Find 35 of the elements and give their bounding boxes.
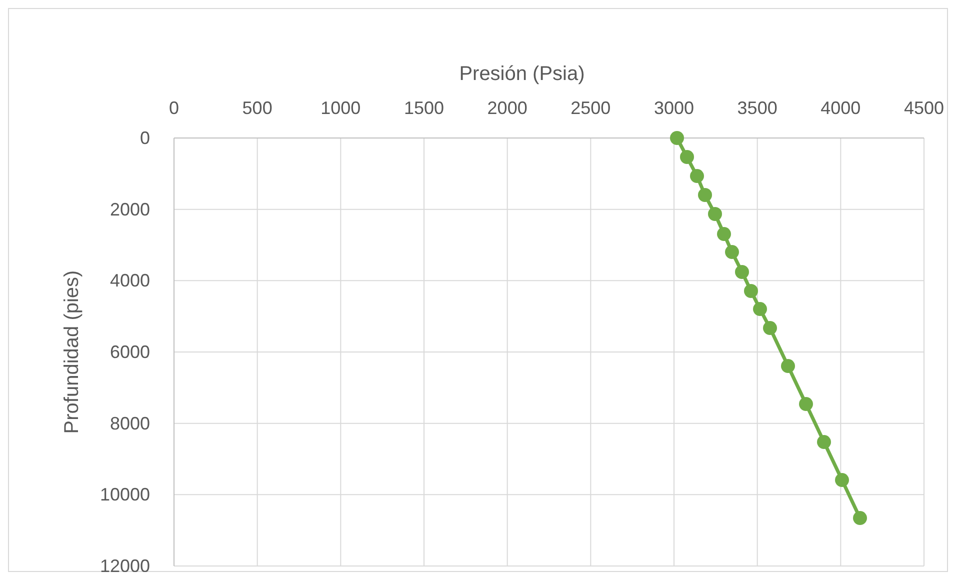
point	[753, 302, 767, 316]
x-axis-title: Presión (Psia)	[459, 63, 585, 85]
x-tick-label: 1500	[404, 98, 444, 118]
x-tick-label: 2500	[570, 98, 611, 118]
x-tick-label: 500	[242, 98, 272, 118]
point	[853, 511, 867, 526]
x-tick-label: 2000	[487, 98, 528, 118]
point	[708, 207, 722, 222]
y-axis-title: Profundidad (pies)	[61, 270, 83, 434]
x-tick-label: 0	[168, 98, 180, 118]
y-tick-label: 8000	[110, 413, 150, 434]
x-tick-label: 4500	[904, 98, 944, 118]
point	[744, 284, 758, 298]
point	[680, 150, 694, 164]
y-tick-label: 4000	[110, 270, 150, 291]
y-tick-label: 10000	[100, 484, 150, 505]
point	[799, 397, 813, 412]
y-tick-label: 2000	[110, 199, 150, 220]
point	[725, 245, 739, 260]
point	[690, 169, 704, 184]
point	[698, 188, 712, 202]
x-tick-label: 1000	[320, 98, 361, 118]
point	[763, 321, 777, 336]
x-tick-label: 3000	[654, 98, 694, 118]
point	[670, 131, 684, 145]
point	[717, 227, 731, 242]
point	[735, 265, 749, 279]
x-tick-label: 3500	[737, 98, 778, 118]
point	[835, 473, 849, 488]
y-tick-label: 6000	[110, 342, 150, 362]
point	[781, 359, 795, 374]
x-tick-label: 4000	[820, 98, 861, 118]
y-tick-label: 0	[140, 128, 150, 148]
point	[817, 435, 831, 450]
y-tick-label: 12000	[100, 556, 150, 576]
